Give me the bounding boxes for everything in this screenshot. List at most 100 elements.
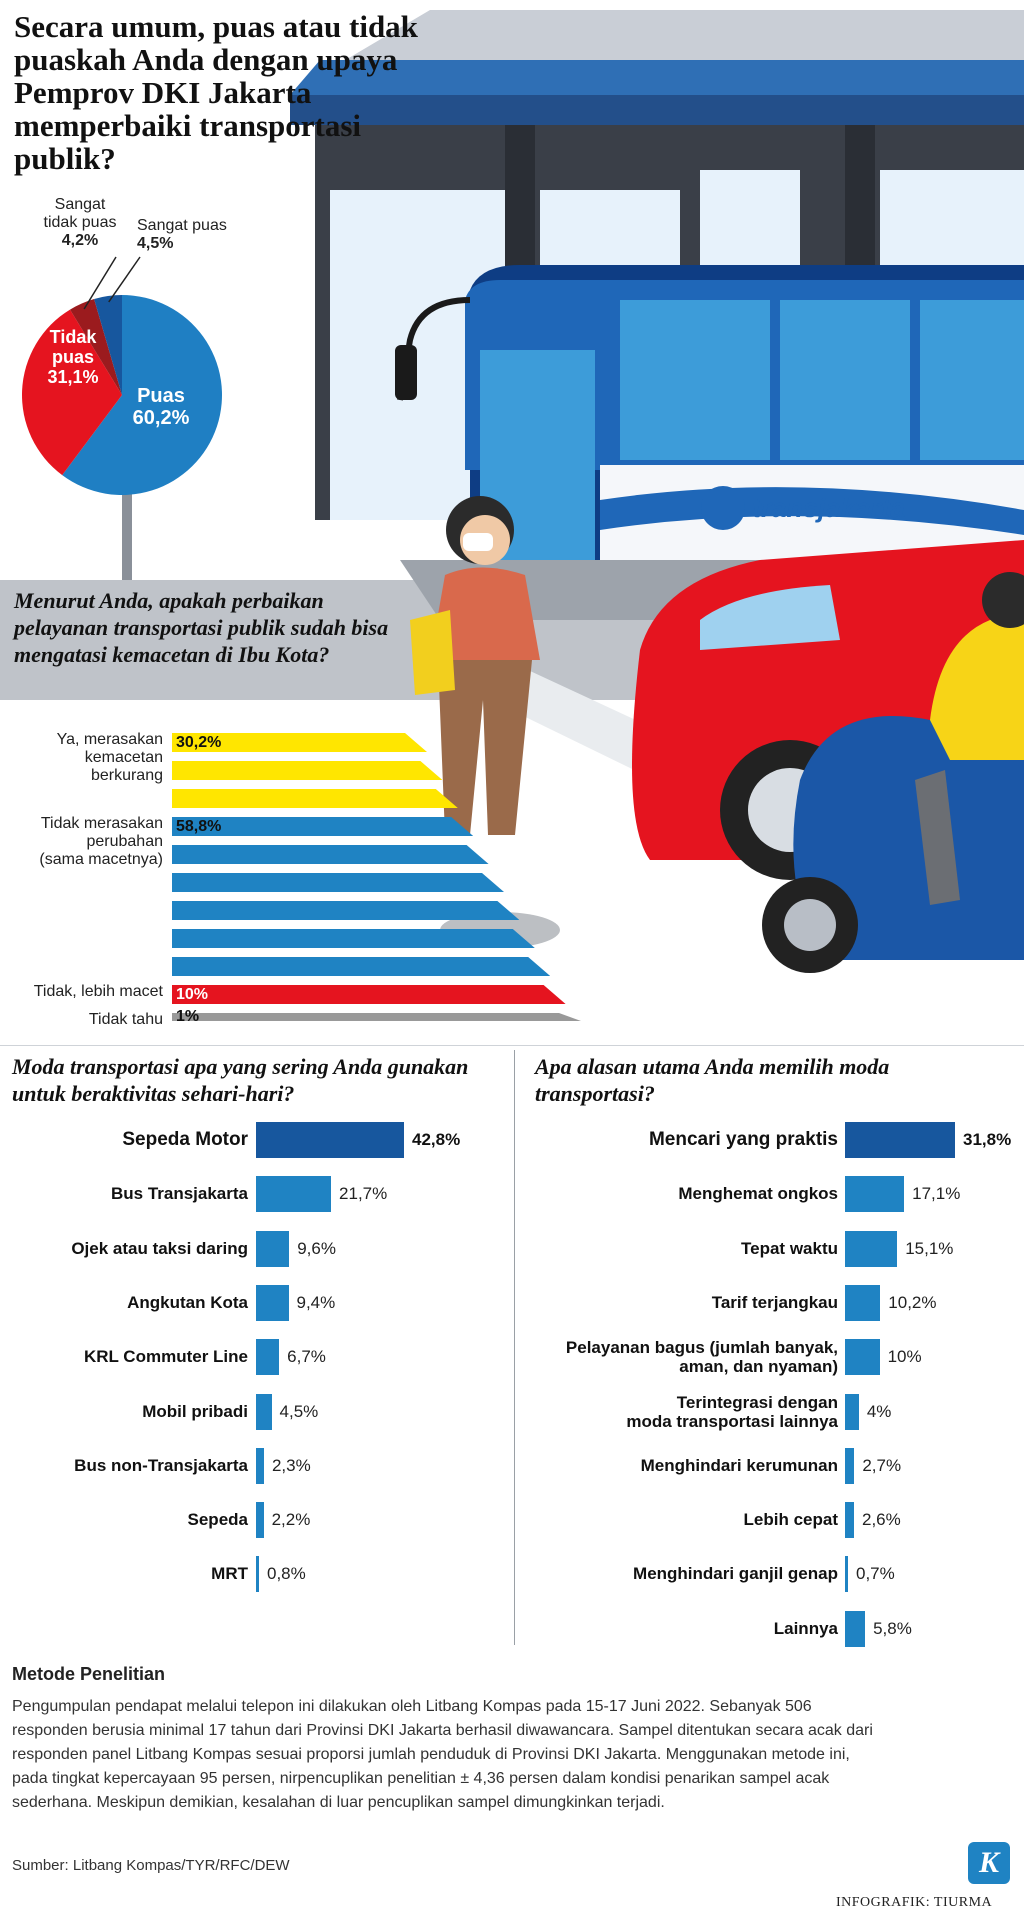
- pie-category-label: Tidak: [49, 327, 97, 347]
- bar-category-line: Tarif terjangkau: [711, 1292, 838, 1312]
- stripe-label-line: kemacetan: [84, 749, 163, 766]
- kompas-logo: K: [968, 1842, 1010, 1884]
- bar-category-line: Tepat waktu: [741, 1238, 838, 1258]
- pie-category-label: Sangat puas: [137, 217, 227, 234]
- pie-leader-line: [108, 256, 141, 303]
- bar: [845, 1176, 905, 1213]
- bar: [845, 1122, 955, 1158]
- bar-value-label: 2,7%: [862, 1455, 902, 1475]
- stripe-bar: [172, 789, 458, 808]
- pie-label: Sangat puas 4,5%: [137, 217, 267, 253]
- method-line: pada tingkat kepercayaan 95 persen, nirp…: [12, 1770, 830, 1787]
- bar-category-label: Bus Transjakarta: [20, 1184, 248, 1204]
- stripe-value-label: 30,2%: [176, 734, 222, 751]
- bar: [845, 1610, 866, 1647]
- stripe-label-line: (sama macetnya): [39, 851, 163, 868]
- stripe-bar: [172, 985, 566, 1004]
- pie-slice: [70, 298, 122, 395]
- bar-category-line: Menghemat ongkos: [678, 1184, 838, 1204]
- transport-mode-question: Moda transportasi apa yang sering Anda g…: [12, 1054, 469, 1106]
- stripe-category-label: Ya, merasakan kemacetan berkurang: [0, 731, 163, 785]
- pie-label: Tidak puas 31,1%: [28, 327, 118, 387]
- scooter: [793, 716, 1024, 960]
- stripe-bar: [172, 873, 504, 892]
- kompas-logo-letter: K: [978, 1846, 999, 1879]
- method-line: Pengumpulan pendapat melalui telepon ini…: [12, 1698, 812, 1715]
- stripe-label-line: Tidak merasakan: [40, 815, 163, 832]
- bar-category-line: Menghindari ganjil genap: [633, 1564, 838, 1584]
- pie-label: Puas 60,2%: [116, 385, 206, 429]
- pie-category-label: tidak puas: [43, 214, 117, 231]
- bar-category-label: KRL Commuter Line: [20, 1347, 248, 1367]
- bar-category-line: Bus non-Transjakarta: [74, 1455, 248, 1475]
- bar-category-label: Sepeda: [20, 1510, 248, 1530]
- pie-value-label: 4,5%: [137, 235, 174, 252]
- bar-value-label: 31,8%: [963, 1130, 1012, 1149]
- bar-category-label: Tepat waktu: [520, 1239, 838, 1259]
- bar-category-label: Mencari yang praktis: [520, 1130, 838, 1150]
- bar-value-label: 9,6%: [297, 1238, 336, 1258]
- bar-value-label: 9,4%: [296, 1292, 336, 1312]
- stripe-label-line: perubahan: [86, 833, 163, 850]
- bar: [256, 1393, 272, 1430]
- bar: [256, 1556, 259, 1593]
- bar-value-label: 2,2%: [271, 1510, 311, 1530]
- bar: [256, 1230, 290, 1267]
- bar: [256, 1176, 332, 1213]
- pie-category-label: Puas: [137, 385, 185, 407]
- method-body: Pengumpulan pendapat melalui telepon ini…: [12, 1695, 1012, 1815]
- bar-category-line: Lainnya: [773, 1618, 838, 1638]
- stripe-label-line: Ya, merasakan: [56, 731, 163, 748]
- stripe-category-label: Tidak tahu: [0, 1011, 163, 1029]
- stripe-bar: [172, 1013, 581, 1021]
- pie-label: Sangat tidak puas 4,2%: [30, 196, 130, 250]
- bar-category-line: Menghindari kerumunan: [640, 1455, 838, 1475]
- bar: [845, 1339, 880, 1376]
- method-line: responden berusia minimal 17 tahun dari …: [12, 1722, 873, 1739]
- bar-category-label: Lebih cepat: [520, 1510, 838, 1530]
- bar-category-label: Sepeda Motor: [20, 1130, 248, 1150]
- bar-category-line: Bus Transjakarta: [110, 1184, 248, 1204]
- stripe-value-label: 58,8%: [176, 818, 222, 835]
- bar-category-line: Ojek atau taksi daring: [71, 1238, 248, 1258]
- pie-slice: [21, 309, 122, 476]
- bar-category-line: aman, dan nyaman): [679, 1357, 838, 1377]
- pie-category-label: Sangat: [54, 196, 106, 213]
- pie-slice: [94, 295, 122, 395]
- bar-category-line: Terintegrasi dengan: [676, 1392, 838, 1412]
- bar-value-label: 0,8%: [267, 1564, 306, 1584]
- bar-value-label: 6,7%: [287, 1347, 326, 1367]
- stripe-bar: [172, 957, 551, 976]
- bar: [256, 1339, 280, 1376]
- bar: [256, 1122, 404, 1158]
- bar-value-label: 10,2%: [888, 1292, 937, 1312]
- bar-value-label: 42,8%: [412, 1130, 461, 1149]
- stripe-bar: [172, 901, 520, 920]
- bar-value-label: 2,3%: [271, 1455, 311, 1475]
- bar-value-label: 21,7%: [339, 1184, 388, 1204]
- bar-category-label: Ojek atau taksi daring: [20, 1239, 248, 1259]
- stripe-bar: [172, 929, 535, 948]
- stripe-label-line: Tidak, lebih macet: [33, 983, 163, 1000]
- bar-category-label: Angkutan Kota: [20, 1293, 248, 1313]
- bar: [845, 1447, 855, 1484]
- main-title: Secara umum, puas atau tidak puaskah And…: [14, 9, 418, 176]
- bar: [256, 1447, 264, 1484]
- bar-value-label: 5,8%: [873, 1618, 912, 1638]
- pie-slice: [62, 295, 222, 495]
- bar-value-label: 15,1%: [905, 1238, 954, 1258]
- bar-category-line: Pelayanan bagus (jumlah banyak,: [565, 1338, 838, 1358]
- bar-category-label: Menghindari ganjil genap: [520, 1564, 838, 1584]
- infographic-credit: INFOGRAFIK: TIURMA: [836, 1895, 993, 1910]
- bar-category-line: Mobil pribadi: [142, 1401, 248, 1421]
- stripe-bar: [172, 761, 443, 780]
- pie-value-label: 60,2%: [132, 407, 190, 429]
- bar-category-label: Bus non-Transjakarta: [20, 1456, 248, 1476]
- bar-category-line: Mencari yang praktis: [648, 1129, 838, 1150]
- congestion-question: Menurut Anda, apakah perbaikan pelayanan…: [14, 588, 389, 667]
- bus-stop-illustration: transjakarta: [0, 10, 1024, 1040]
- shelter-roof: [320, 10, 1024, 75]
- bar: [845, 1556, 848, 1593]
- bar: [845, 1284, 881, 1321]
- stripe-value-label: 10%: [176, 986, 209, 1003]
